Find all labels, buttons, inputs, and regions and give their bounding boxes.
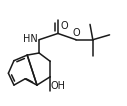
Text: O: O: [60, 21, 68, 31]
Text: O: O: [72, 28, 80, 38]
Text: OH: OH: [51, 81, 66, 91]
Text: HN: HN: [23, 34, 38, 44]
